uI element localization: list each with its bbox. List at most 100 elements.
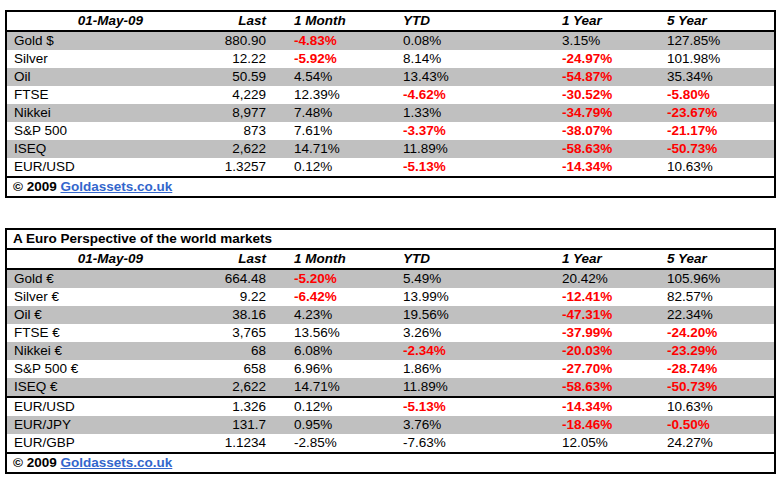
pct-1month: 6.96% [270,360,400,378]
row-label: EUR/USD [6,158,214,177]
col-header-last: Last [214,11,270,31]
pct-ytd: 13.99% [400,288,558,306]
pct-1year: -30.52% [558,86,662,104]
euro-table-title-row: A Euro Perspective of the world markets [6,229,775,249]
pct-5year: 24.27% [662,434,775,453]
row-label: Oil € [6,306,214,324]
pct-ytd: 0.08% [400,31,558,50]
row-label: ISEQ [6,140,214,158]
pct-5year: -23.29% [662,342,775,360]
pct-5year: 10.63% [662,397,775,416]
pct-1year: -14.34% [558,397,662,416]
pct-5year: 10.63% [662,158,775,177]
pct-ytd: 3.76% [400,416,558,434]
table-row: Gold €664.48-5.20%5.49%20.42%105.96% [6,269,775,288]
pct-ytd: -7.63% [400,434,558,453]
pct-1month: 4.23% [270,306,400,324]
pct-5year: 127.85% [662,31,775,50]
pct-ytd: 1.33% [400,104,558,122]
pct-1year: 20.42% [558,269,662,288]
last-value: 658 [214,360,270,378]
table-row: EUR/GBP1.1234-2.85%-7.63%12.05%24.27% [6,434,775,453]
pct-1month: 14.71% [270,140,400,158]
pct-1year: -14.34% [558,158,662,177]
table-row: Oil €38.164.23%19.56%-47.31%22.34% [6,306,775,324]
table-row: Silver12.22-5.92%8.14%-24.97%101.98% [6,50,775,68]
row-label: Nikkei € [6,342,214,360]
pct-1month: 4.54% [270,68,400,86]
pct-5year: 22.34% [662,306,775,324]
row-label: FTSE € [6,324,214,342]
col-header-ytd: YTD [400,11,558,31]
table-row: S&P 500 €6586.96%1.86%-27.70%-28.74% [6,360,775,378]
table-row: Silver €9.22-6.42%13.99%-12.41%82.57% [6,288,775,306]
row-label: S&P 500 € [6,360,214,378]
table-row: EUR/USD1.3260.12%-5.13%-14.34%10.63% [6,397,775,416]
table-row: Nikkei8,9777.48%1.33%-34.79%-23.67% [6,104,775,122]
pct-5year: -5.80% [662,86,775,104]
pct-5year: -24.20% [662,324,775,342]
row-label: Silver [6,50,214,68]
pct-1year: -47.31% [558,306,662,324]
pct-5year: -21.17% [662,122,775,140]
pct-ytd: -4.62% [400,86,558,104]
goldassets-link[interactable]: Goldassets.co.uk [61,179,173,194]
last-value: 1.1234 [214,434,270,453]
pct-5year: 105.96% [662,269,775,288]
pct-5year: 82.57% [662,288,775,306]
col-header-1year: 1 Year [558,11,662,31]
pct-1year: -20.03% [558,342,662,360]
last-value: 131.7 [214,416,270,434]
row-label: S&P 500 [6,122,214,140]
pct-5year: -28.74% [662,360,775,378]
last-value: 2,622 [214,140,270,158]
pct-1month: 7.61% [270,122,400,140]
row-label: FTSE [6,86,214,104]
last-value: 880.90 [214,31,270,50]
col-header-1month: 1 Month [270,11,400,31]
pct-ytd: 13.43% [400,68,558,86]
pct-1year: -54.87% [558,68,662,86]
table-row: EUR/USD1.32570.12%-5.13%-14.34%10.63% [6,158,775,177]
pct-ytd: -3.37% [400,122,558,140]
pct-1month: 6.08% [270,342,400,360]
row-label: Nikkei [6,104,214,122]
col-header-1month: 1 Month [270,249,400,269]
last-value: 4,229 [214,86,270,104]
pct-1year: -12.41% [558,288,662,306]
last-value: 1.3257 [214,158,270,177]
col-header-1year: 1 Year [558,249,662,269]
table-row: Gold $880.90-4.83%0.08%3.15%127.85% [6,31,775,50]
row-label: EUR/USD [6,397,214,416]
pct-1month: 13.56% [270,324,400,342]
date-header: 01-May-09 [6,11,214,31]
pct-ytd: 11.89% [400,140,558,158]
row-label: EUR/GBP [6,434,214,453]
pct-1year: -18.46% [558,416,662,434]
last-value: 38.16 [214,306,270,324]
usd-table-header-row: 01-May-09 Last 1 Month YTD 1 Year 5 Year [6,11,775,31]
pct-1year: -58.63% [558,140,662,158]
last-value: 3,765 [214,324,270,342]
pct-5year: -50.73% [662,378,775,397]
pct-1month: 0.12% [270,397,400,416]
col-header-5year: 5 Year [662,249,775,269]
pct-ytd: 1.86% [400,360,558,378]
pct-1month: 0.12% [270,158,400,177]
copyright-text: © 2009 [13,179,57,194]
euro-markets-table: A Euro Perspective of the world markets … [5,228,776,474]
usd-markets-table: 01-May-09 Last 1 Month YTD 1 Year 5 Year… [5,10,776,198]
pct-1month: 0.95% [270,416,400,434]
pct-5year: -0.50% [662,416,775,434]
table-row: Oil50.594.54%13.43%-54.87%35.34% [6,68,775,86]
pct-1year: -34.79% [558,104,662,122]
last-value: 12.22 [214,50,270,68]
pct-1month: 7.48% [270,104,400,122]
pct-1year: -58.63% [558,378,662,397]
pct-5year: 35.34% [662,68,775,86]
table-row: S&P 5008737.61%-3.37%-38.07%-21.17% [6,122,775,140]
goldassets-link[interactable]: Goldassets.co.uk [61,455,173,470]
copyright-text: © 2009 [13,455,57,470]
last-value: 2,622 [214,378,270,397]
euro-table-footer-row: © 2009 Goldassets.co.uk [6,453,775,473]
